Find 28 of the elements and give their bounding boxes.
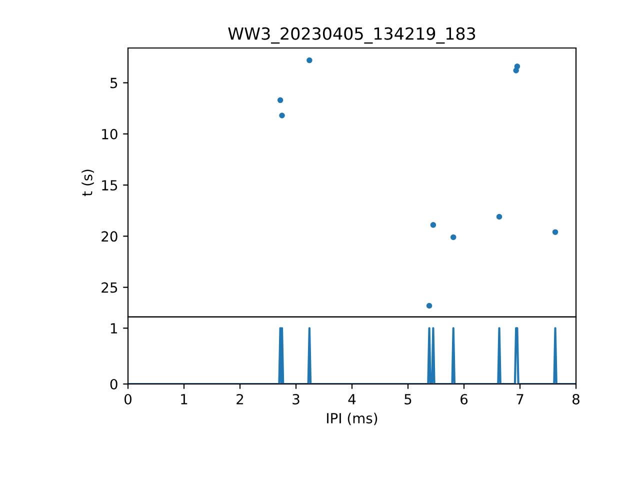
x-tick-label: 6 — [460, 394, 468, 404]
point — [514, 64, 520, 70]
y-tick-label: 10 — [102, 128, 118, 140]
x-tick-label: 3 — [292, 394, 300, 404]
x-tick-label: 0 — [124, 394, 132, 404]
x-axis-title: IPI (ms) — [327, 412, 378, 426]
point — [450, 234, 456, 240]
y-tick-label: 20 — [102, 231, 118, 242]
x-tick-label: 5 — [404, 394, 412, 404]
y-tick-label: 1 — [110, 323, 117, 334]
point — [306, 57, 312, 64]
point — [279, 112, 285, 118]
point — [552, 229, 558, 235]
point — [426, 302, 432, 309]
y-axis-title: t (s) — [82, 170, 94, 196]
x-tick-label: 4 — [348, 394, 356, 404]
y-tick-label: 0 — [110, 378, 118, 390]
point — [496, 214, 502, 220]
chart-title: WW3_20230405_134219_183 — [228, 27, 476, 44]
point — [277, 97, 284, 104]
y-tick-label: 25 — [102, 282, 118, 293]
x-tick-label: 7 — [516, 394, 524, 404]
x-tick-label: 8 — [572, 394, 580, 404]
y-tick-label: 5 — [110, 78, 118, 88]
x-tick-label: 2 — [236, 394, 244, 404]
x-tick-label: 1 — [181, 394, 188, 404]
point — [430, 222, 436, 228]
y-tick-label: 15 — [102, 180, 118, 191]
